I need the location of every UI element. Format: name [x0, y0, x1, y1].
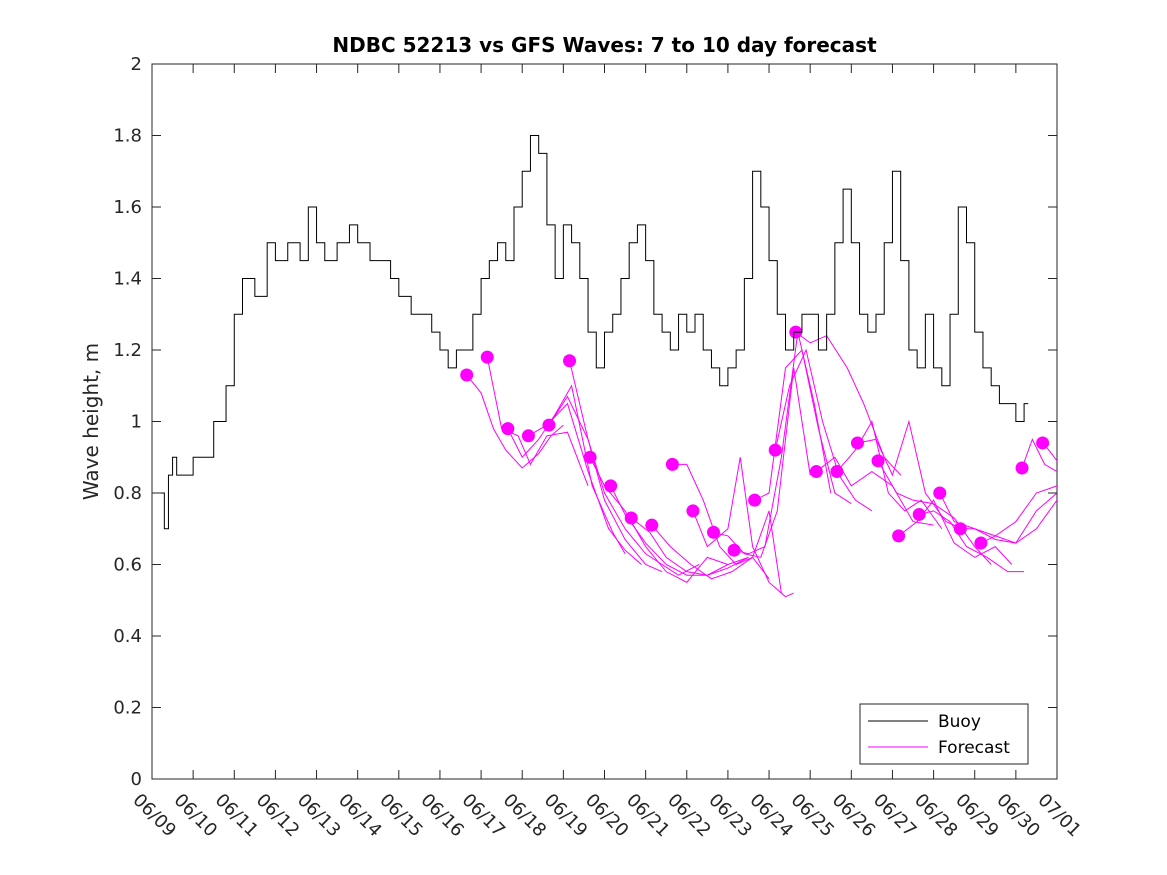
y-tick-label: 0 — [131, 769, 142, 790]
forecast-line — [548, 395, 663, 573]
forecast-line — [569, 360, 700, 576]
x-tick-label: 06/19 — [540, 790, 592, 842]
x-tick-label: 06/18 — [499, 790, 551, 842]
forecast-line — [672, 463, 782, 594]
forecast-start-point — [686, 504, 700, 518]
plot-area — [151, 63, 1058, 780]
plot-frame — [151, 63, 1058, 780]
x-tick-label: 06/30 — [992, 790, 1044, 842]
forecast-start-point — [707, 525, 721, 539]
y-tick-label: 0.4 — [113, 626, 142, 647]
x-tick-label: 06/21 — [622, 790, 674, 842]
forecast-line — [774, 348, 873, 512]
buoy-line — [152, 135, 1029, 530]
x-tick-label: 06/13 — [293, 790, 345, 842]
forecast-line — [692, 457, 794, 598]
forecast-start-point — [727, 543, 741, 557]
forecast-line — [1021, 438, 1058, 472]
forecast-line — [857, 419, 963, 530]
forecast-line — [816, 456, 934, 526]
forecast-start-point — [542, 418, 556, 432]
legend-buoy-label: Buoy — [938, 712, 981, 732]
forecast-line — [507, 384, 626, 555]
y-tick-label: 1.8 — [113, 126, 142, 147]
y-axis-title: Wave height, m — [79, 343, 103, 500]
x-tick-label: 06/09 — [128, 790, 180, 842]
forecast-start-point — [974, 536, 988, 550]
forecast-line — [713, 367, 811, 558]
forecast-start-point — [480, 350, 494, 364]
forecast-line — [877, 460, 992, 565]
x-tick-label: 06/28 — [910, 790, 962, 842]
forecast-start-point — [460, 368, 474, 382]
forecast-line — [898, 499, 1013, 565]
forecast-start-point — [748, 493, 762, 507]
forecast-start-point — [1015, 461, 1029, 475]
x-tick-label: 06/20 — [581, 790, 633, 842]
x-tick-label: 06/22 — [663, 790, 715, 842]
x-tick-label: 06/14 — [334, 790, 386, 842]
x-tick-label: 06/24 — [746, 790, 798, 842]
x-tick-label: 06/29 — [951, 790, 1003, 842]
forecast-start-point — [624, 511, 638, 525]
x-tick-label: 06/25 — [787, 790, 839, 842]
legend-box — [859, 703, 1029, 765]
forecast-start-point — [665, 457, 679, 471]
forecast-start-point — [645, 518, 659, 532]
chart-title: NDBC 52213 vs GFS Waves: 7 to 10 day for… — [332, 33, 877, 57]
forecast-start-point — [809, 465, 823, 479]
forecast-start-point — [583, 450, 597, 464]
x-tick-label: 07/01 — [1033, 790, 1085, 842]
forecast-line — [960, 492, 1058, 544]
x-tick-label: 06/12 — [252, 790, 304, 842]
forecast-start-point — [912, 507, 926, 521]
legend-forecast-label: Forecast — [938, 738, 1010, 758]
y-tick-label: 1.6 — [113, 197, 142, 218]
forecast-line — [754, 348, 852, 505]
x-tick-label: 06/27 — [869, 790, 921, 842]
forecast-start-point — [501, 422, 515, 436]
x-tick-label: 06/15 — [375, 790, 427, 842]
y-tick-label: 0.8 — [113, 483, 142, 504]
forecast-line — [733, 332, 832, 555]
forecast-start-point — [768, 443, 782, 457]
y-tick-label: 0.2 — [113, 698, 142, 719]
forecast-line — [939, 492, 1058, 544]
y-tick-label: 1 — [131, 412, 142, 433]
y-tick-label: 1.2 — [113, 340, 142, 361]
x-tick-label: 06/16 — [416, 790, 468, 842]
forecast-start-point — [830, 465, 844, 479]
forecast-start-point — [871, 454, 885, 468]
forecast-start-point — [953, 522, 967, 536]
forecast-start-point — [1036, 436, 1050, 450]
x-tick-label: 06/10 — [170, 790, 222, 842]
forecast-line — [630, 517, 749, 576]
legend: Buoy Forecast — [859, 703, 1029, 765]
forecast-line — [466, 374, 564, 469]
forecast-start-point — [563, 354, 577, 368]
forecast-line — [980, 485, 1058, 544]
y-tick-label: 2 — [131, 54, 142, 75]
forecast-start-point — [850, 436, 864, 450]
x-tick-label: 06/17 — [458, 790, 510, 842]
x-tick-label: 06/26 — [828, 790, 880, 842]
y-tick-label: 1.4 — [113, 269, 142, 290]
y-axis: 0 0.2 0.4 0.6 0.8 1 1.2 1.4 1.6 1.8 2 — [113, 54, 1057, 790]
forecast-start-point — [933, 486, 947, 500]
forecast-line — [919, 510, 1025, 573]
forecast-line — [836, 420, 943, 530]
x-tick-label: 06/11 — [211, 790, 263, 842]
forecast-start-point — [604, 479, 618, 493]
forecast-start-point — [892, 529, 906, 543]
forecast-start-point — [521, 429, 535, 443]
x-tick-label: 06/23 — [704, 790, 756, 842]
y-tick-label: 0.6 — [113, 555, 142, 576]
